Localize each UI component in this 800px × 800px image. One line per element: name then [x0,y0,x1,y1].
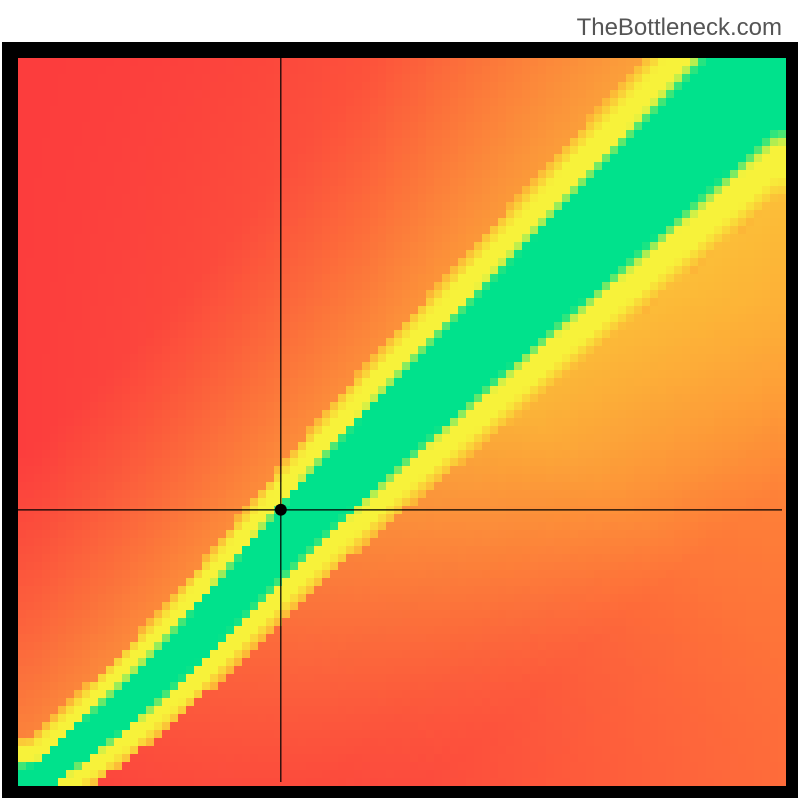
bottleneck-heatmap [0,0,800,800]
watermark-text: TheBottleneck.com [577,14,782,42]
chart-container: TheBottleneck.com [0,0,800,800]
